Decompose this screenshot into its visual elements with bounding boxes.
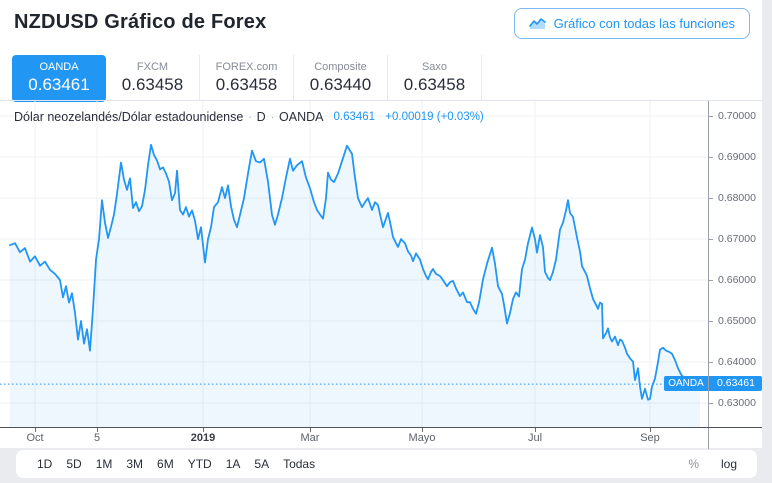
x-axis-tick bbox=[310, 428, 311, 432]
bottom-toolbar: 1D 5D 1M 3M 6M YTD 1A 5A Todas % log bbox=[16, 450, 757, 478]
quote-broker: OANDA bbox=[39, 61, 79, 73]
quote-broker: FOREX.com bbox=[215, 61, 278, 73]
price-axis[interactable]: 0.70000 0.69000 0.68000 0.67000 0.66000 0.650… bbox=[708, 101, 762, 428]
legend-symbol: Dólar neozelandés/Dólar estadounidense bbox=[14, 110, 244, 124]
range-button-6m[interactable]: 6M bbox=[157, 457, 174, 471]
legend-separator: · bbox=[248, 111, 252, 123]
y-axis-label: 0.68000 bbox=[718, 192, 756, 204]
quote-tab-oanda[interactable]: OANDA 0.63461 bbox=[12, 55, 106, 102]
range-button-1a[interactable]: 1A bbox=[225, 457, 241, 471]
legend-change: +0.00019 (+0.03%) bbox=[385, 111, 484, 123]
full-chart-button[interactable]: Gráfico con todas las funciones bbox=[513, 8, 750, 39]
range-button-5a[interactable]: 5A bbox=[254, 457, 270, 471]
y-axis-label: 0.64000 bbox=[718, 356, 756, 368]
legend-price: 0.63461 bbox=[333, 111, 376, 123]
y-axis-tick bbox=[709, 116, 713, 117]
range-button-1m[interactable]: 1M bbox=[95, 457, 113, 471]
quote-value: 0.63458 bbox=[403, 75, 466, 94]
quote-value: 0.63458 bbox=[121, 75, 184, 94]
log-scale-button[interactable]: log bbox=[720, 457, 737, 471]
area-chart-icon bbox=[528, 18, 546, 29]
x-axis-label: 5 bbox=[93, 432, 101, 444]
quote-broker: Composite bbox=[314, 61, 367, 73]
x-axis-tick bbox=[422, 428, 423, 432]
chart-legend: Dólar neozelandés/Dólar estadounidense ·… bbox=[14, 108, 484, 126]
y-axis-label: 0.63000 bbox=[718, 397, 756, 409]
page-title: NZDUSD Gráfico de Forex bbox=[14, 11, 267, 33]
x-axis-label: Jul bbox=[527, 432, 543, 444]
y-axis-label: 0.69000 bbox=[718, 151, 756, 163]
x-axis-label: Mar bbox=[300, 432, 320, 444]
quote-tab-composite[interactable]: Composite 0.63440 bbox=[294, 55, 388, 101]
current-price-label: 0.63461 bbox=[709, 376, 762, 391]
quote-tabs: OANDA 0.63461 FXCM 0.63458 FOREX.com 0.6… bbox=[0, 55, 762, 102]
x-axis-tick bbox=[97, 428, 98, 432]
area-fill bbox=[10, 144, 700, 428]
x-axis-tick bbox=[203, 428, 204, 432]
x-axis-label: Mayo bbox=[408, 432, 436, 444]
price-line bbox=[9, 143, 701, 401]
range-button-ytd[interactable]: YTD bbox=[187, 457, 212, 471]
widget-header: NZDUSD Gráfico de Forex Gráfico con toda… bbox=[0, 0, 762, 50]
forex-chart-widget: NZDUSD Gráfico de Forex Gráfico con toda… bbox=[0, 0, 762, 449]
range-button-1d[interactable]: 1D bbox=[37, 457, 53, 471]
price-chart[interactable] bbox=[0, 101, 708, 428]
range-button-3m[interactable]: 3M bbox=[126, 457, 144, 471]
legend-interval: D bbox=[256, 110, 266, 124]
y-axis-tick bbox=[709, 362, 713, 363]
range-button-5d[interactable]: 5D bbox=[66, 457, 82, 471]
x-axis-label: 2019 bbox=[190, 432, 216, 444]
y-axis-tick bbox=[709, 321, 713, 322]
legend-provider: OANDA bbox=[279, 110, 324, 124]
legend-separator: · bbox=[270, 111, 275, 123]
y-axis-tick bbox=[709, 157, 713, 158]
quote-value: 0.63461 bbox=[28, 75, 90, 94]
date-axis[interactable]: Oct 5 2019 Mar Mayo Jul Sep bbox=[0, 427, 762, 449]
quote-broker: FXCM bbox=[136, 61, 169, 73]
y-axis-label: 0.67000 bbox=[718, 233, 756, 245]
x-axis-label: Oct bbox=[26, 432, 44, 444]
full-chart-button-label: Gráfico con todas las funciones bbox=[553, 16, 735, 31]
y-axis-label: 0.66000 bbox=[718, 274, 756, 286]
legend-values: 0.63461 +0.00019 (+0.03%) bbox=[334, 111, 484, 123]
price-flag-oanda: OANDA bbox=[664, 376, 708, 391]
x-axis-tick bbox=[535, 428, 536, 432]
x-axis-tick bbox=[650, 428, 651, 432]
range-selector: 1D 5D 1M 3M 6M YTD 1A 5A Todas bbox=[30, 454, 322, 474]
scale-buttons: % log bbox=[682, 454, 757, 474]
y-axis-tick bbox=[709, 403, 713, 404]
x-axis-tick bbox=[35, 428, 36, 432]
x-axis-label: Sep bbox=[640, 432, 660, 444]
y-axis-tick bbox=[709, 280, 713, 281]
quote-tab-forexcom[interactable]: FOREX.com 0.63458 bbox=[200, 55, 294, 101]
quote-tab-fxcm[interactable]: FXCM 0.63458 bbox=[106, 55, 200, 101]
quote-broker: Saxo bbox=[421, 61, 448, 73]
axis-corner-line bbox=[708, 428, 709, 449]
y-axis-tick bbox=[709, 198, 713, 199]
range-button-todas[interactable]: Todas bbox=[283, 457, 316, 471]
quote-value: 0.63458 bbox=[215, 75, 278, 94]
chart-area[interactable]: Dólar neozelandés/Dólar estadounidense ·… bbox=[0, 100, 762, 428]
y-axis-tick bbox=[709, 239, 713, 240]
percent-scale-button[interactable]: % bbox=[688, 457, 699, 471]
y-axis-label: 0.70000 bbox=[718, 110, 756, 122]
y-axis-label: 0.65000 bbox=[718, 315, 756, 327]
quote-value: 0.63440 bbox=[309, 75, 372, 94]
quote-tab-saxo[interactable]: Saxo 0.63458 bbox=[388, 55, 482, 101]
